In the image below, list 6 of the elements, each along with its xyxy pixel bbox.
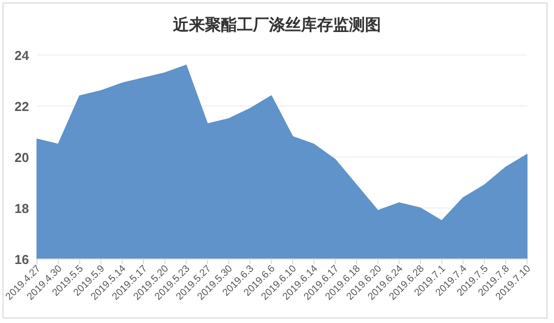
y-tick-label: 18 [14,201,29,216]
y-tick-label: 20 [14,150,29,165]
chart-title: 近来聚酯工厂涤丝库存监测图 [172,16,381,34]
y-tick-label: 16 [14,252,29,267]
y-tick-label: 22 [14,99,29,114]
y-tick-label: 24 [14,48,30,63]
